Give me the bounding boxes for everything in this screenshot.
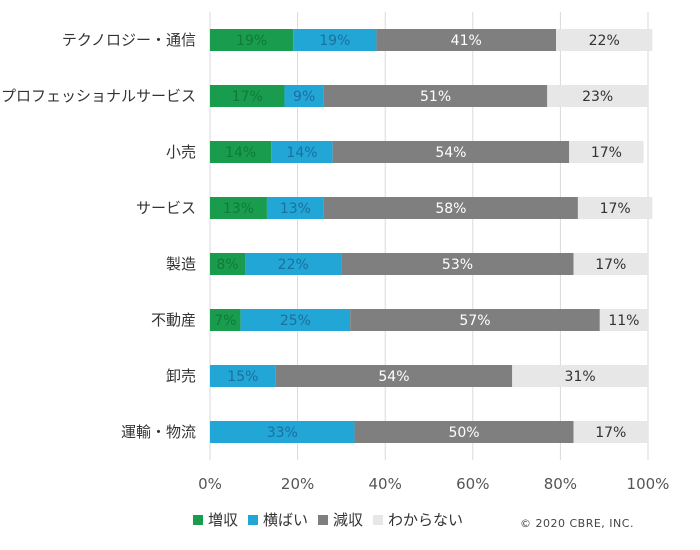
legend-swatch xyxy=(248,514,259,525)
legend: 増収 横ばい 減収 わからない xyxy=(193,509,473,530)
legend-label: 横ばい xyxy=(263,511,309,529)
data-label: 22% xyxy=(589,33,620,49)
legend-item: わからない xyxy=(373,509,463,530)
data-label: 7% xyxy=(214,313,236,329)
bar-segment xyxy=(210,85,285,107)
category-label: 小売 xyxy=(166,143,196,161)
legend-item: 横ばい xyxy=(248,509,308,530)
bar-segment xyxy=(573,253,648,275)
legend-swatch xyxy=(193,514,203,525)
data-label: 14% xyxy=(286,145,317,161)
bar-segment xyxy=(210,141,272,163)
bar-segment xyxy=(569,141,644,163)
category-label: 不動産 xyxy=(151,311,196,329)
bar-segment xyxy=(284,85,324,107)
bar-segment xyxy=(210,197,267,219)
data-label: 13% xyxy=(223,201,254,217)
bar-segment xyxy=(210,421,355,443)
bar-segment xyxy=(350,309,600,331)
bar-segment xyxy=(210,365,276,387)
legend-swatch xyxy=(318,514,329,525)
data-label: 17% xyxy=(600,201,631,217)
data-label: 17% xyxy=(591,145,622,161)
category-label: プロフェッショナルサービス xyxy=(1,87,196,105)
bar-segment xyxy=(323,197,578,219)
x-tick-label: 20% xyxy=(281,475,314,493)
data-label: 54% xyxy=(378,369,409,385)
data-label: 54% xyxy=(435,145,466,161)
x-tick-label: 0% xyxy=(198,475,222,493)
category-label: テクノロジー・通信 xyxy=(62,31,196,49)
data-label: 53% xyxy=(442,257,473,273)
data-label: 19% xyxy=(319,33,350,49)
category-label: 製造 xyxy=(166,255,196,273)
bar-segment xyxy=(210,309,241,331)
data-label: 25% xyxy=(280,313,311,329)
bar-segment xyxy=(376,29,557,51)
legend-item: 減収 xyxy=(318,509,363,530)
data-label: 14% xyxy=(225,145,256,161)
bar-segment xyxy=(573,421,648,443)
x-tick-label: 60% xyxy=(456,475,489,493)
bar-segment xyxy=(245,253,342,275)
data-label: 15% xyxy=(227,369,258,385)
category-label: 卸売 xyxy=(166,367,196,385)
bar-segment xyxy=(266,197,324,219)
legend-label: 増収 xyxy=(208,511,239,529)
data-label: 31% xyxy=(565,369,596,385)
data-label: 22% xyxy=(278,257,309,273)
data-label: 23% xyxy=(582,89,613,105)
data-label: 19% xyxy=(236,33,267,49)
bar-segment xyxy=(577,197,653,219)
category-label: 運輸・物流 xyxy=(121,423,196,441)
x-tick-label: 40% xyxy=(369,475,402,493)
bar-segment xyxy=(512,365,648,387)
data-label: 41% xyxy=(451,33,482,49)
data-label: 33% xyxy=(267,425,298,441)
x-tick-label: 80% xyxy=(544,475,577,493)
data-label: 57% xyxy=(459,313,490,329)
data-label: 51% xyxy=(420,89,451,105)
data-label: 58% xyxy=(435,201,466,217)
x-tick-label: 100% xyxy=(627,475,670,493)
data-label: 17% xyxy=(595,425,626,441)
bar-segment xyxy=(210,253,246,275)
data-label: 17% xyxy=(595,257,626,273)
bar-segment xyxy=(293,29,377,51)
data-label: 13% xyxy=(280,201,311,217)
bar-segment xyxy=(323,85,548,107)
bar-segment xyxy=(556,29,653,51)
legend-label: 減収 xyxy=(333,511,364,529)
bar-segment xyxy=(341,253,574,275)
data-label: 8% xyxy=(216,257,238,273)
legend-swatch xyxy=(373,514,384,525)
legend-label: わからない xyxy=(388,511,464,529)
legend-item: 増収 xyxy=(193,509,238,530)
bar-segment xyxy=(332,141,570,163)
bar-segment xyxy=(547,85,648,107)
bar-segment xyxy=(599,309,648,331)
bar-segment xyxy=(275,365,513,387)
bar-segment xyxy=(271,141,333,163)
data-label: 17% xyxy=(232,89,263,105)
bar-segment xyxy=(210,29,294,51)
bar-segment xyxy=(354,421,574,443)
copyright-notice: © 2020 CBRE, INC. xyxy=(520,517,634,530)
bar-segment xyxy=(240,309,351,331)
data-label: 9% xyxy=(293,89,315,105)
data-label: 11% xyxy=(608,313,639,329)
category-label: サービス xyxy=(136,199,196,217)
data-label: 50% xyxy=(448,425,479,441)
